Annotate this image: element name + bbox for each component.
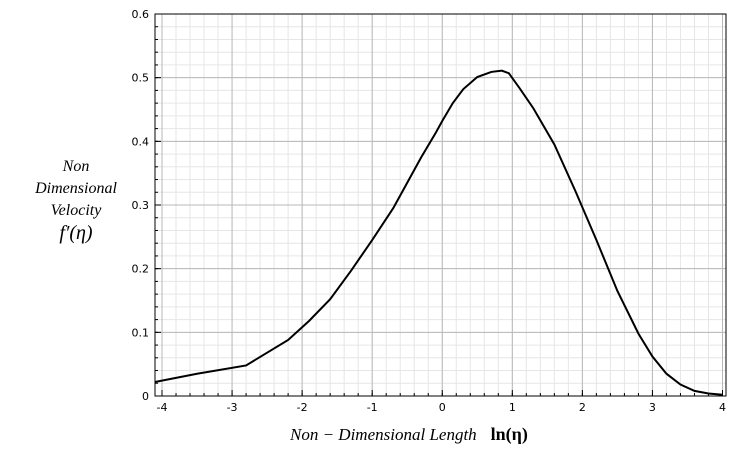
x-tick-label: 3 [649, 401, 656, 414]
grid-major [155, 13, 726, 397]
x-tick-label: 4 [719, 401, 726, 414]
y-axis-label-line-2: Dimensional [35, 180, 117, 197]
x-tick-label: 1 [509, 401, 516, 414]
x-axis-symbol: ln(η) [490, 424, 528, 444]
y-axis-symbol: f′(η) [59, 222, 93, 244]
x-tick-label: -3 [227, 401, 238, 414]
y-axis-label-line-1: Non [62, 158, 90, 175]
x-tick-label: -2 [297, 401, 308, 414]
y-tick-labels: 0 0.1 0.2 0.3 0.4 0.5 0.6 [132, 8, 150, 403]
x-tick-label: -1 [367, 401, 378, 414]
y-axis-label: Non Dimensional Velocity f′(η) [26, 156, 126, 244]
x-tick-label: -4 [157, 401, 168, 414]
tick-marks [155, 13, 723, 397]
series-line [154, 69, 723, 396]
y-axis-label-line-3: Velocity [50, 202, 102, 219]
y-tick-label: 0 [142, 390, 149, 403]
y-tick-label: 0.3 [132, 199, 150, 212]
y-tick-label: 0.4 [132, 135, 150, 148]
x-axis-label-text: Non − Dimensional Length [290, 425, 477, 444]
x-tick-label: 2 [579, 401, 586, 414]
y-tick-label: 0.2 [132, 263, 150, 276]
y-tick-label: 0.5 [132, 72, 150, 85]
x-axis-label: Non − Dimensional Length ln(η) [290, 424, 528, 445]
y-tick-label: 0.1 [132, 326, 150, 339]
x-tick-labels: -4 -3 -2 -1 0 1 2 3 4 [157, 401, 726, 414]
x-tick-label: 0 [439, 401, 446, 414]
y-tick-label: 0.6 [132, 8, 150, 21]
